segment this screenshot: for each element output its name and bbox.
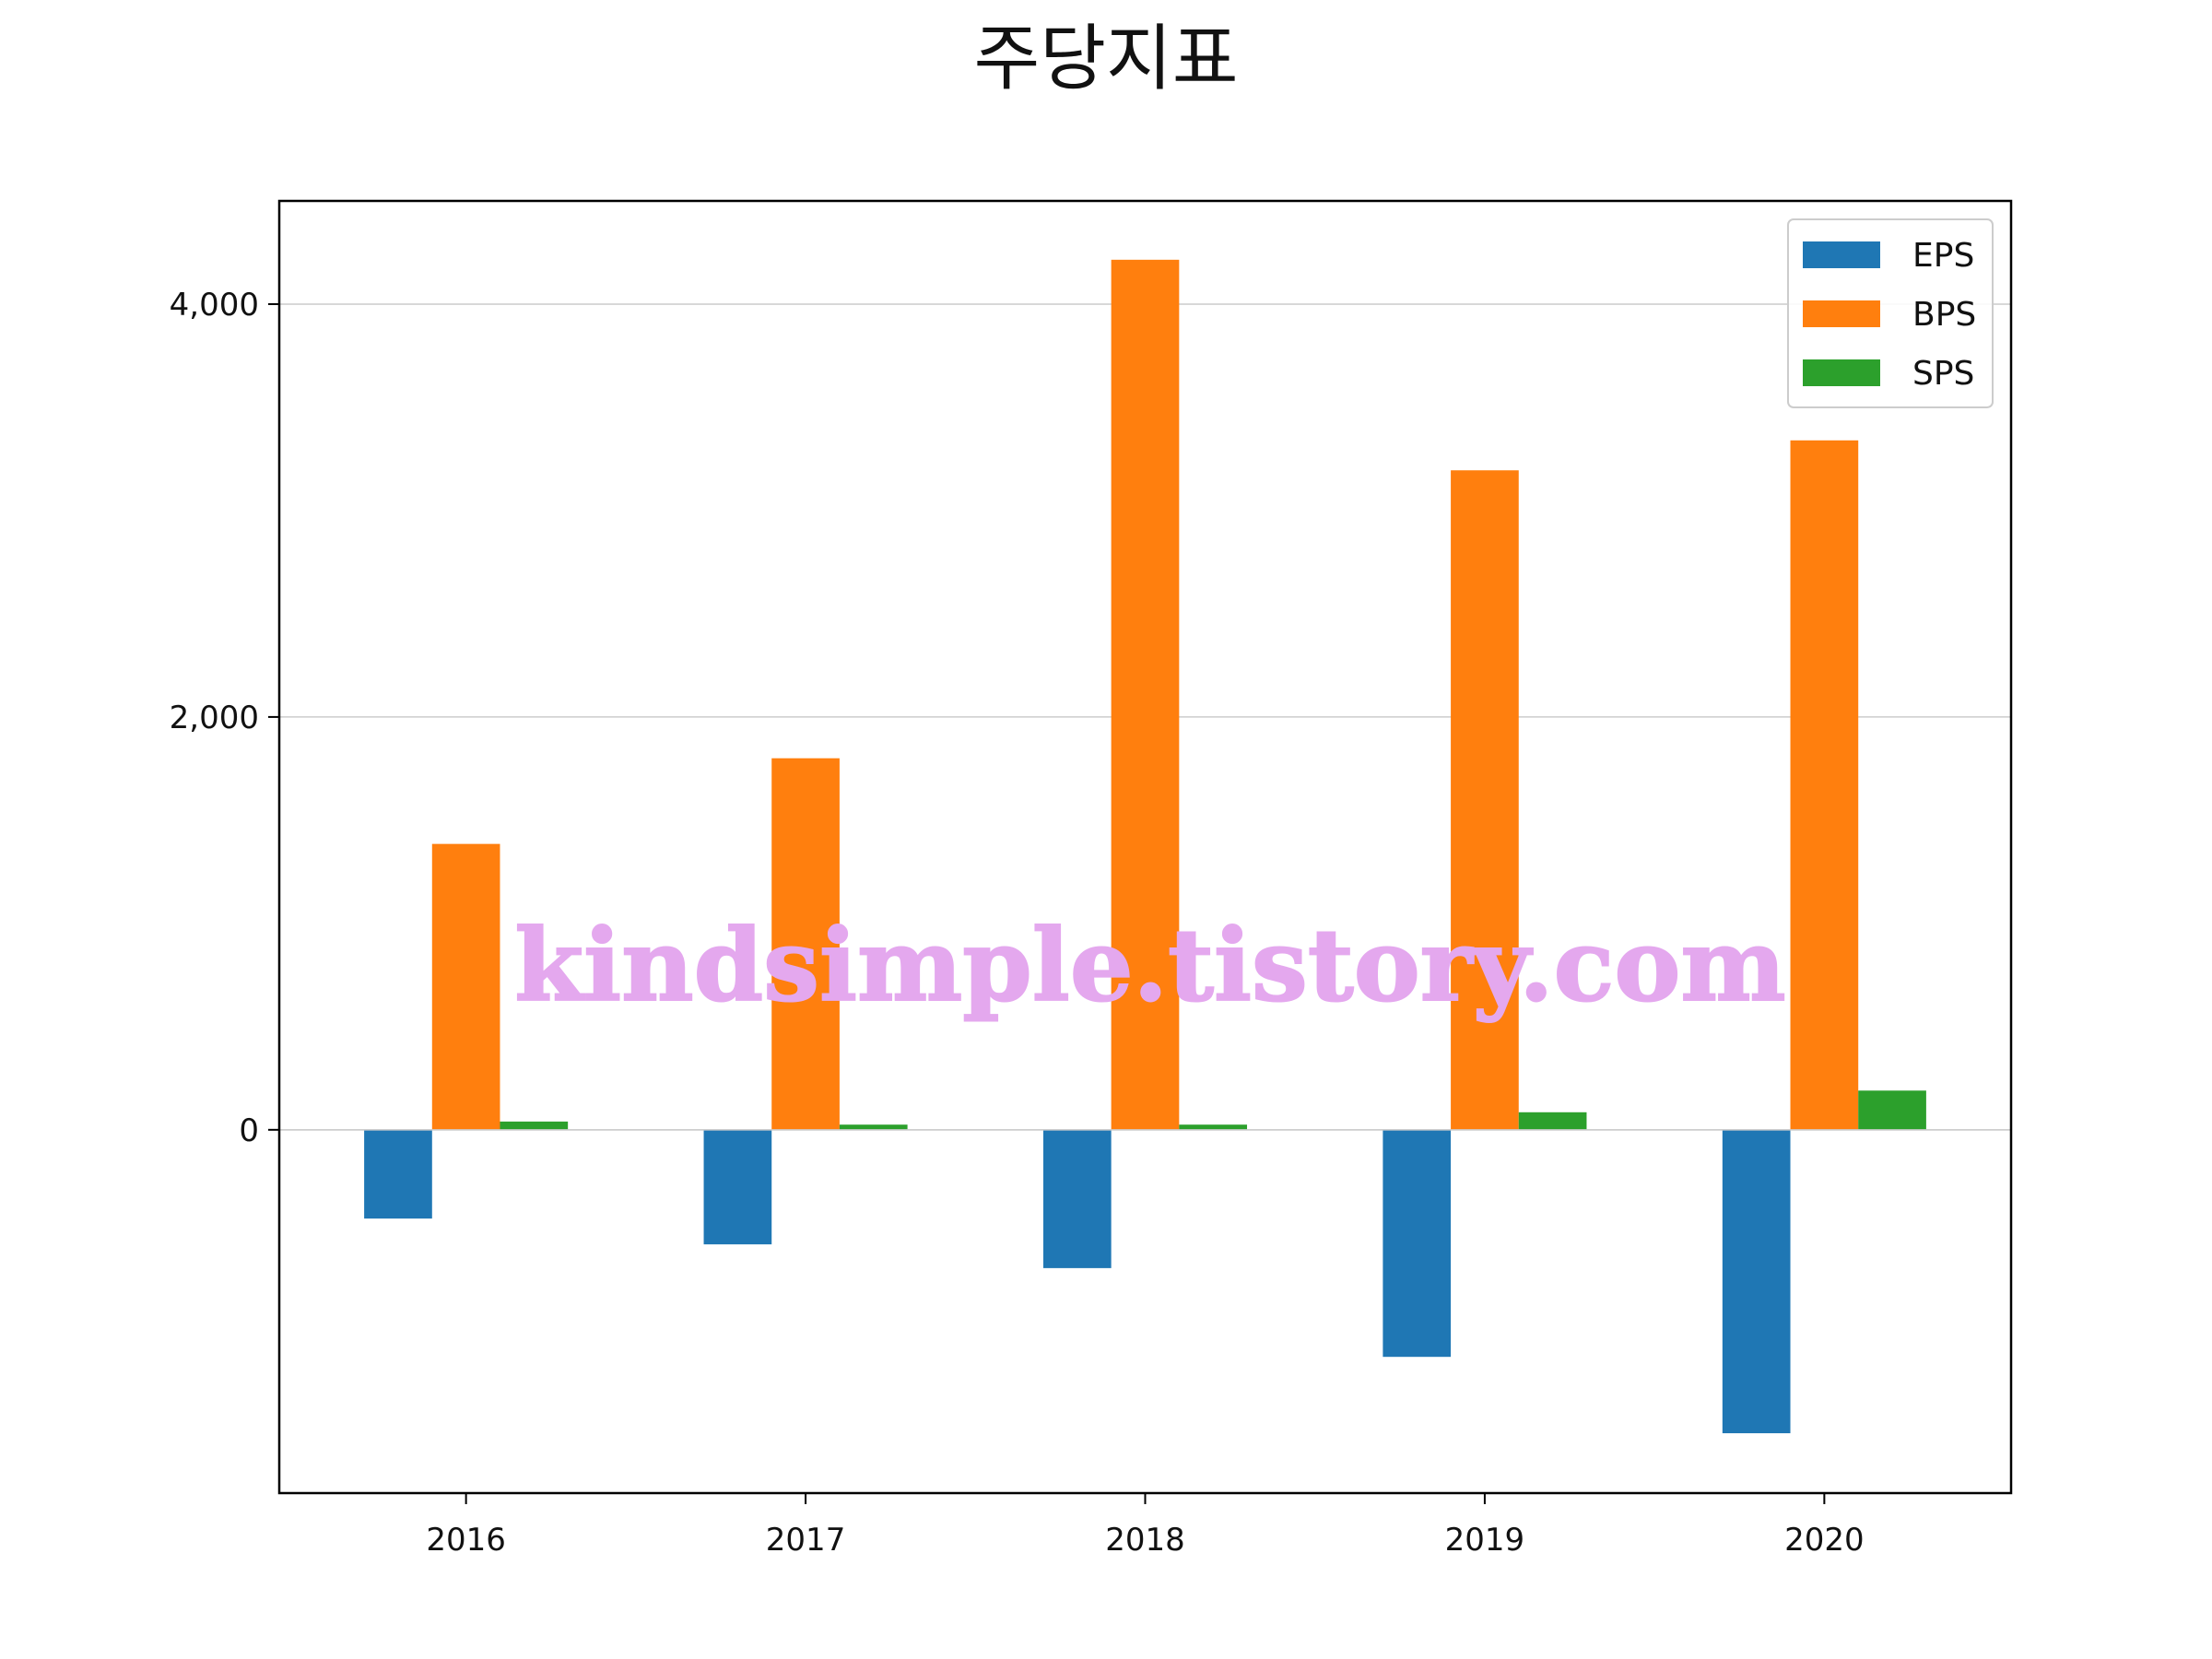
legend-label-eps: EPS [1912, 237, 1974, 275]
bar-eps-2017 [703, 1129, 772, 1245]
x-tick-label-2019: 2019 [1445, 1522, 1525, 1559]
legend-swatch-sps [1803, 359, 1880, 386]
bar-sps-2018 [1179, 1124, 1248, 1130]
y-tick-label-2: 4,000 [170, 287, 259, 324]
bar-eps-2020 [1722, 1129, 1791, 1434]
bar-eps-2016 [364, 1129, 432, 1219]
bar-bps-2016 [431, 843, 500, 1130]
y-tick-label-1: 2,000 [170, 700, 259, 736]
watermark-text: kindsimple.tistory.com [514, 908, 1785, 1024]
bar-sps-2020 [1858, 1090, 1926, 1130]
x-tick-label-2016: 2016 [426, 1522, 506, 1559]
bar-sps-2017 [839, 1124, 908, 1130]
bar-bps-2017 [771, 758, 840, 1130]
bar-bps-2019 [1451, 470, 1519, 1130]
bars [364, 259, 1926, 1434]
bar-bps-2018 [1111, 259, 1180, 1130]
legend-label-sps: SPS [1912, 355, 1974, 393]
x-tick-label-2020: 2020 [1784, 1522, 1865, 1559]
x-tick-label-2017: 2017 [766, 1522, 846, 1559]
bar-eps-2019 [1382, 1129, 1452, 1358]
y-axis: 0 2,000 4,000 [170, 287, 279, 1149]
legend-swatch-eps [1803, 241, 1880, 268]
bar-eps-2018 [1042, 1129, 1112, 1268]
x-axis: 2016 2017 2018 2019 2020 [426, 1493, 1865, 1559]
x-tick-label-2018: 2018 [1105, 1522, 1185, 1559]
legend: EPS BPS SPS [1787, 218, 1994, 408]
bar-sps-2016 [500, 1121, 569, 1130]
legend-label-bps: BPS [1912, 296, 1976, 334]
y-tick-label-0: 0 [239, 1112, 259, 1149]
chart-title: 주당지표 [973, 18, 1238, 100]
legend-swatch-bps [1803, 300, 1880, 327]
bar-bps-2020 [1790, 440, 1859, 1130]
bar-sps-2019 [1518, 1112, 1587, 1130]
